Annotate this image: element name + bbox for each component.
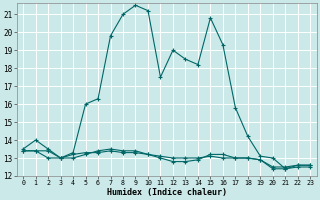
X-axis label: Humidex (Indice chaleur): Humidex (Indice chaleur) [107, 188, 227, 197]
